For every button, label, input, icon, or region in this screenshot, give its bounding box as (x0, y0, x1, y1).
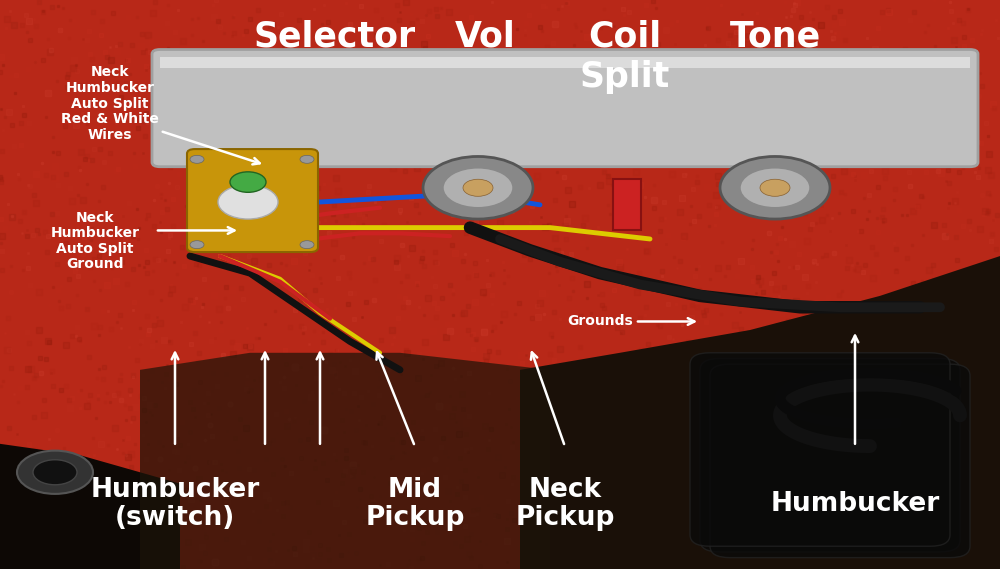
Circle shape (463, 179, 493, 196)
Circle shape (33, 460, 77, 485)
FancyBboxPatch shape (187, 149, 318, 252)
Circle shape (300, 241, 314, 249)
Circle shape (300, 155, 314, 163)
Text: Humbucker
(switch): Humbucker (switch) (90, 477, 260, 530)
Circle shape (443, 168, 513, 208)
Text: Neck
Humbucker
Auto Split
Ground: Neck Humbucker Auto Split Ground (50, 211, 140, 271)
Text: Neck
Humbucker
Auto Split
Red & White
Wires: Neck Humbucker Auto Split Red & White Wi… (61, 65, 159, 142)
Circle shape (740, 168, 810, 208)
Text: Split: Split (580, 60, 670, 94)
Polygon shape (0, 444, 180, 569)
Text: Neck
Pickup: Neck Pickup (515, 477, 615, 530)
FancyBboxPatch shape (690, 353, 950, 546)
Text: Coil: Coil (588, 20, 662, 54)
Text: Grounds: Grounds (567, 315, 633, 328)
Text: Humbucker: Humbucker (770, 490, 940, 517)
Bar (160, 57, 970, 68)
FancyBboxPatch shape (710, 364, 970, 558)
FancyBboxPatch shape (152, 50, 978, 167)
Circle shape (720, 156, 830, 219)
Text: Mid
Pickup: Mid Pickup (365, 477, 465, 530)
Circle shape (17, 451, 93, 494)
Polygon shape (520, 256, 1000, 569)
Polygon shape (140, 353, 550, 569)
FancyBboxPatch shape (700, 358, 960, 552)
Circle shape (218, 185, 278, 219)
Circle shape (760, 179, 790, 196)
Circle shape (190, 155, 204, 163)
Text: Selector: Selector (254, 20, 416, 54)
Circle shape (230, 172, 266, 192)
Text: Vol: Vol (455, 20, 515, 54)
Text: Tone: Tone (729, 20, 821, 54)
Circle shape (423, 156, 533, 219)
Bar (613, 179, 641, 230)
Circle shape (190, 241, 204, 249)
